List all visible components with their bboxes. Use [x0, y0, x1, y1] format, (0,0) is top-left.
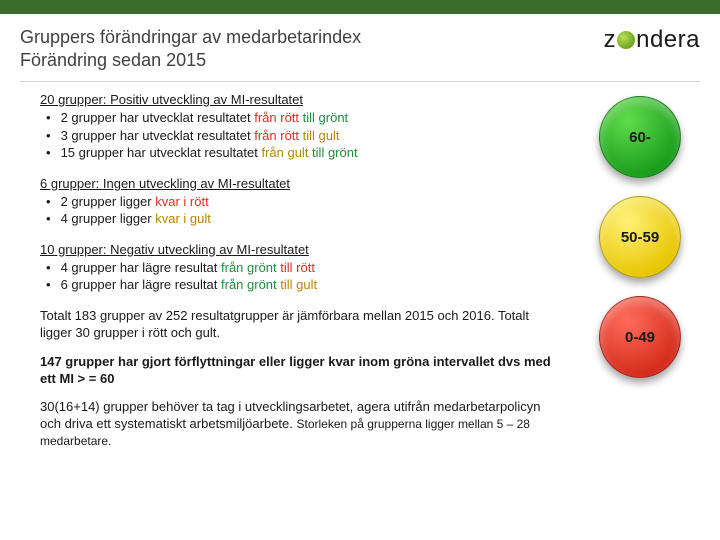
- list-item: 2 grupper ligger kvar i rött: [46, 193, 560, 211]
- badge-yellow: 50-59: [599, 196, 681, 278]
- badge-green-label: 60-: [629, 129, 651, 146]
- section-positive: 20 grupper: Positiv utveckling av MI-res…: [40, 92, 560, 162]
- section-none-list: 2 grupper ligger kvar i rött 4 grupper l…: [40, 193, 560, 228]
- paragraph-147: 147 grupper har gjort förflyttningar ell…: [40, 354, 560, 388]
- section-none: 6 grupper: Ingen utveckling av MI-result…: [40, 176, 560, 228]
- badge-yellow-label: 50-59: [621, 229, 659, 246]
- section-positive-list: 2 grupper har utvecklat resultatet från …: [40, 109, 560, 162]
- list-item: 4 grupper har lägre resultat från grönt …: [46, 259, 560, 277]
- section-negative: 10 grupper: Negativ utveckling av MI-res…: [40, 242, 560, 294]
- list-item: 2 grupper har utvecklat resultatet från …: [46, 109, 560, 127]
- header: Gruppers förändringar av medarbetarindex…: [0, 14, 720, 81]
- section-negative-list: 4 grupper har lägre resultat från grönt …: [40, 259, 560, 294]
- zondera-logo: z ndera: [604, 26, 700, 54]
- paragraph-30: 30(16+14) grupper behöver ta tag i utvec…: [40, 399, 560, 450]
- list-item: 4 grupper ligger kvar i gult: [46, 210, 560, 228]
- logo-text-before: z: [604, 26, 617, 54]
- section-positive-heading: 20 grupper: Positiv utveckling av MI-res…: [40, 92, 303, 107]
- badge-column: 60- 50-59 0-49: [580, 92, 700, 462]
- section-negative-heading: 10 grupper: Negativ utveckling av MI-res…: [40, 242, 309, 257]
- logo-text-after: ndera: [636, 26, 700, 54]
- section-none-heading: 6 grupper: Ingen utveckling av MI-result…: [40, 176, 290, 191]
- title-line-2: Förändring sedan 2015: [20, 49, 604, 72]
- top-accent-bar: [0, 0, 720, 14]
- badge-red-label: 0-49: [625, 329, 655, 346]
- title-line-1: Gruppers förändringar av medarbetarindex: [20, 26, 604, 49]
- logo-o-icon: [617, 31, 635, 49]
- list-item: 6 grupper har lägre resultat från grönt …: [46, 276, 560, 294]
- content: 20 grupper: Positiv utveckling av MI-res…: [0, 82, 720, 462]
- list-item: 15 grupper har utvecklat resultatet från…: [46, 144, 560, 162]
- paragraph-total: Totalt 183 grupper av 252 resultatgruppe…: [40, 308, 560, 342]
- list-item: 3 grupper har utvecklat resultatet från …: [46, 127, 560, 145]
- page-title: Gruppers förändringar av medarbetarindex…: [20, 26, 604, 71]
- text-column: 20 grupper: Positiv utveckling av MI-res…: [40, 92, 580, 462]
- badge-green: 60-: [599, 96, 681, 178]
- badge-red: 0-49: [599, 296, 681, 378]
